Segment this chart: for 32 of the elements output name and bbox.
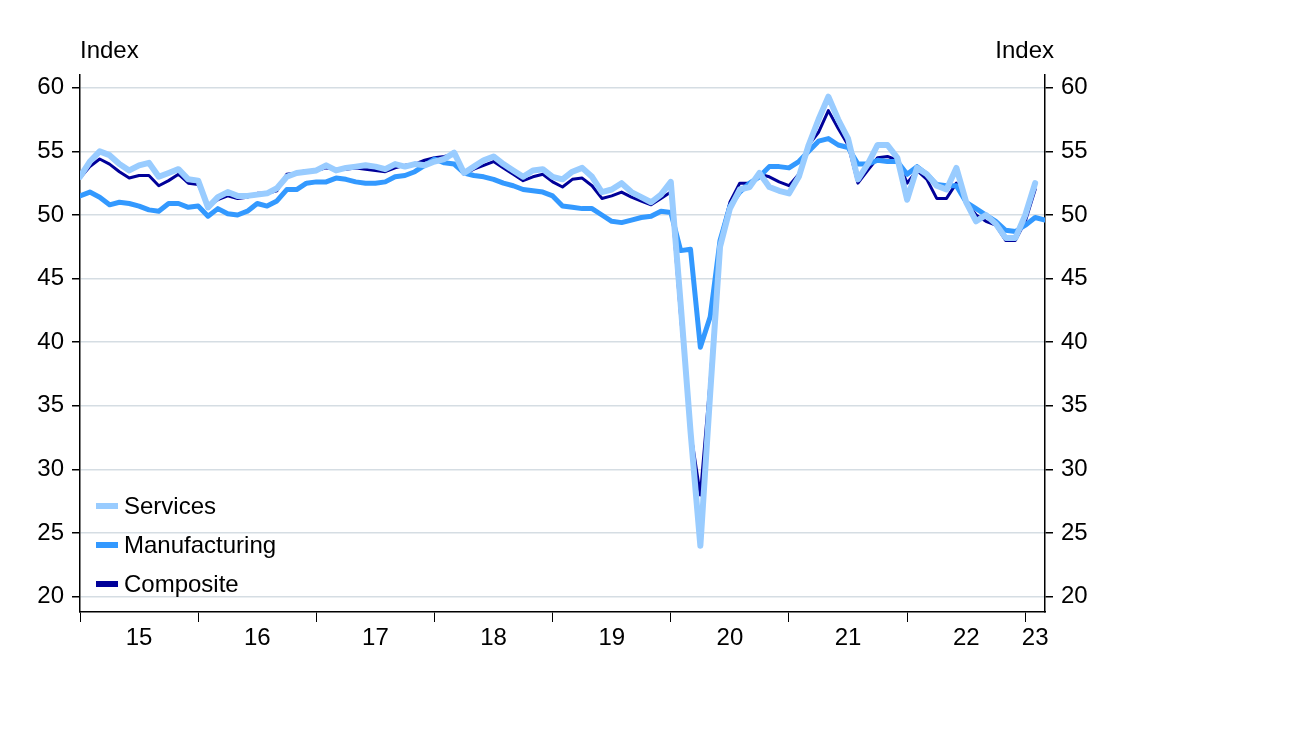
y-tick-label: 30 <box>37 454 64 482</box>
y-tick-label: 45 <box>37 263 64 291</box>
y2-tick-label: 25 <box>1061 517 1088 545</box>
y2-tick-label: 35 <box>1061 390 1088 418</box>
legend-label: Manufacturing <box>124 530 277 558</box>
x-tick-label: 21 <box>834 623 862 651</box>
y-tick-label: 55 <box>37 135 64 163</box>
y-tick-label: 40 <box>37 326 64 354</box>
y2-tick-label: 40 <box>1061 326 1088 354</box>
x-tick-label: 19 <box>598 623 626 651</box>
x-tick-label: 22 <box>952 623 980 651</box>
x-tick-label: 16 <box>243 623 271 651</box>
x-tick-label: 17 <box>362 623 389 651</box>
legend-label: Composite <box>124 569 239 597</box>
y-tick-label: 35 <box>37 390 64 418</box>
x-tick-label: 23 <box>1021 623 1049 651</box>
y-tick-label: 20 <box>37 581 64 609</box>
y2-tick-label: 20 <box>1061 581 1088 609</box>
y-tick-label: 25 <box>37 517 64 545</box>
y2-tick-label: 60 <box>1061 72 1088 100</box>
y2-tick-label: 50 <box>1061 199 1088 227</box>
x-tick-label: 18 <box>480 623 507 651</box>
x-tick-label: 15 <box>125 623 153 651</box>
y2-tick-label: 45 <box>1061 263 1088 291</box>
y2-axis-title: Index <box>995 36 1054 63</box>
y-tick-label: 50 <box>37 199 64 227</box>
y-tick-label: 60 <box>37 72 64 100</box>
y-axis-title: Index <box>80 36 139 63</box>
x-tick-label: 20 <box>716 623 744 651</box>
y2-tick-label: 55 <box>1061 135 1088 163</box>
y2-tick-label: 30 <box>1061 454 1088 482</box>
legend-label: Services <box>124 491 217 519</box>
